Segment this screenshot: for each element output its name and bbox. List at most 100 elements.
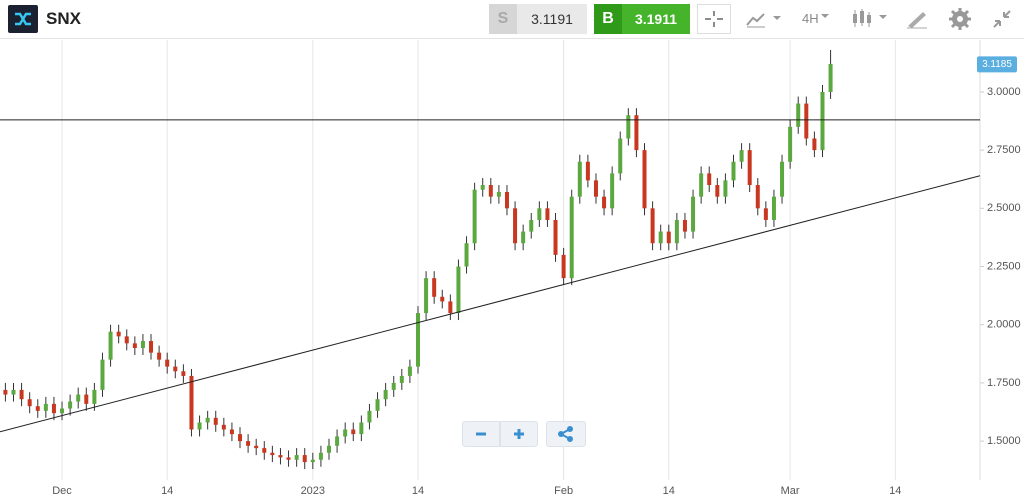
candle-body xyxy=(140,341,145,348)
candle-body xyxy=(270,452,275,456)
candle-body xyxy=(529,219,534,232)
crosshair-button[interactable] xyxy=(697,4,731,34)
candle-body xyxy=(593,180,598,197)
y-tick-label: 1.7500 xyxy=(987,377,1021,389)
candle-body xyxy=(820,91,825,151)
zoom-out-button[interactable] xyxy=(462,421,500,447)
candle-style-button[interactable] xyxy=(850,8,890,30)
candle-body xyxy=(27,399,32,407)
candle-body xyxy=(415,313,420,367)
candle-body xyxy=(351,429,356,435)
candle-body xyxy=(60,408,65,414)
candles xyxy=(3,50,833,470)
candle-body xyxy=(763,208,768,220)
candle-body xyxy=(229,429,234,435)
buy-button[interactable]: B 3.1911 xyxy=(594,4,690,34)
candle-body xyxy=(674,219,679,244)
candle-body xyxy=(100,359,105,390)
timeframe-button[interactable]: 4H xyxy=(802,11,819,26)
plus-icon xyxy=(514,429,524,439)
candle-body xyxy=(715,185,720,197)
candle-body xyxy=(383,389,388,400)
candle-body xyxy=(537,208,542,220)
minus-icon xyxy=(476,432,486,436)
candle-body xyxy=(197,422,202,430)
candle-body xyxy=(456,266,461,314)
candle-body xyxy=(108,331,113,360)
candle-body xyxy=(440,296,445,302)
sell-key: S xyxy=(489,4,517,34)
y-tick-label: 3.0000 xyxy=(987,86,1021,98)
x-tick-label: Feb xyxy=(554,485,573,497)
candle-body xyxy=(149,341,154,353)
candle-body xyxy=(213,417,218,425)
settings-button[interactable] xyxy=(948,7,972,31)
sell-button[interactable]: S 3.1191 xyxy=(489,4,587,34)
candle-body xyxy=(707,173,712,186)
candle-body xyxy=(432,278,437,297)
symbol: SNX xyxy=(46,9,81,28)
candle-body xyxy=(51,403,56,414)
candle-body xyxy=(43,403,48,411)
candle-body xyxy=(278,455,283,458)
candle-body xyxy=(262,448,267,453)
candle-body xyxy=(618,138,623,174)
candle-body xyxy=(246,441,251,446)
candle-body xyxy=(76,394,81,402)
x-tick-label: 14 xyxy=(663,485,675,497)
candle-body xyxy=(335,436,340,446)
x-tick-label: Dec xyxy=(52,485,72,497)
candle-body xyxy=(545,208,550,220)
candle-body xyxy=(254,445,259,449)
candle-body xyxy=(780,161,785,197)
trend-line xyxy=(0,175,981,433)
candle-body xyxy=(92,389,97,404)
candle-body xyxy=(723,180,728,197)
candle-body xyxy=(286,457,291,460)
candle-body xyxy=(165,359,170,367)
candle-body xyxy=(35,406,40,411)
candle-body xyxy=(796,103,801,127)
logo xyxy=(8,5,38,33)
chart-type-button[interactable] xyxy=(745,9,785,29)
candle-body xyxy=(221,424,226,430)
candle-body xyxy=(513,208,518,244)
candle-body xyxy=(399,375,404,383)
candle-body xyxy=(610,173,615,209)
candle-body xyxy=(682,219,687,232)
collapse-button[interactable] xyxy=(990,7,1014,31)
candle-body xyxy=(84,394,89,404)
candle-body xyxy=(3,389,8,395)
candle-body xyxy=(553,219,558,255)
candle-body xyxy=(181,371,186,376)
toolbar: SNX S 3.1191 B 3.1911 4H xyxy=(0,0,1024,39)
sell-price: 3.1191 xyxy=(531,11,573,27)
candle-body xyxy=(116,331,121,337)
candle-body xyxy=(488,185,493,197)
y-tick-label: 2.7500 xyxy=(987,144,1021,156)
candle-body xyxy=(812,138,817,151)
candle-body xyxy=(424,278,429,314)
candle-body xyxy=(448,301,453,314)
candle-body xyxy=(19,389,24,400)
candle-body xyxy=(189,375,194,430)
share-button[interactable] xyxy=(546,421,586,447)
candle-body xyxy=(650,208,655,244)
candle-body xyxy=(464,243,469,267)
draw-button[interactable] xyxy=(905,8,929,30)
candle-body xyxy=(521,231,526,244)
zoom-in-button[interactable] xyxy=(500,421,538,447)
y-tick-label: 1.5000 xyxy=(987,435,1021,447)
candle-body xyxy=(755,185,760,209)
candle-body xyxy=(771,196,776,220)
candle-body xyxy=(642,150,647,209)
candle-body xyxy=(496,192,501,197)
candle-body xyxy=(132,343,137,348)
candle-body xyxy=(739,150,744,162)
candle-body xyxy=(327,445,331,453)
candle-body xyxy=(407,366,412,376)
x-tick-label: 14 xyxy=(161,485,173,497)
candle-body xyxy=(788,126,793,162)
